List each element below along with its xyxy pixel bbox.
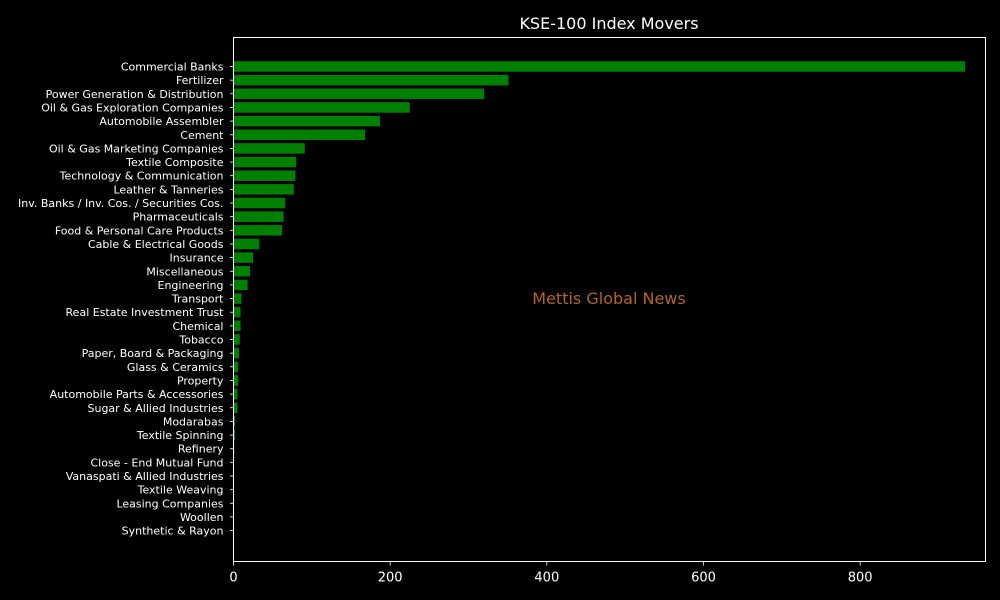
category-label: Miscellaneous	[146, 265, 223, 278]
bar	[233, 252, 254, 263]
category-label: Property	[177, 374, 224, 387]
category-label: Tobacco	[178, 334, 223, 347]
bar	[233, 129, 366, 140]
bar	[233, 361, 239, 373]
bar	[233, 293, 242, 304]
category-label: Synthetic & Rayon	[122, 525, 224, 538]
category-label: Sugar & Allied Industries	[87, 402, 223, 415]
bar	[233, 197, 286, 209]
category-label: Cable & Electrical Goods	[88, 238, 224, 251]
category-label: Fertilizer	[176, 74, 224, 87]
category-label: Textile Weaving	[137, 484, 224, 497]
category-label: Close - End Mutual Fund	[90, 456, 223, 469]
category-label: Real Estate Investment Trust	[66, 306, 225, 319]
category-label: Textile Composite	[125, 156, 224, 169]
category-label: Automobile Assembler	[99, 115, 224, 128]
bar	[233, 429, 236, 441]
bar	[233, 238, 260, 250]
bar	[233, 320, 241, 332]
x-tick-label: 0	[229, 571, 237, 586]
category-label: Glass & Ceramics	[127, 361, 224, 374]
bar	[233, 334, 240, 345]
x-tick-label: 400	[534, 571, 559, 586]
category-label: Oil & Gas Exploration Companies	[41, 101, 224, 114]
category-label: Textile Spinning	[136, 429, 224, 442]
bar	[233, 266, 250, 277]
category-label: Transport	[171, 293, 224, 306]
bar	[233, 88, 485, 100]
bar	[233, 115, 380, 127]
category-label: Food & Personal Care Products	[55, 224, 224, 237]
bar	[233, 279, 248, 291]
bar	[233, 184, 294, 195]
bar	[233, 375, 239, 386]
category-label: Power Generation & Distribution	[46, 88, 224, 101]
bar	[233, 74, 509, 86]
plot-frame	[233, 37, 986, 562]
category-label: Woollen	[180, 511, 224, 524]
category-label: Chemical	[172, 320, 223, 333]
x-tick-label: 600	[691, 571, 716, 586]
category-label: Leather & Tanneries	[113, 183, 223, 196]
category-label: Cement	[180, 129, 224, 142]
watermark-text: Mettis Global News	[532, 289, 685, 308]
bar	[233, 388, 238, 400]
chart-title: KSE-100 Index Movers	[519, 14, 698, 33]
bar	[233, 102, 410, 113]
category-label: Engineering	[158, 279, 224, 292]
category-label: Refinery	[178, 443, 224, 456]
category-label: Inv. Banks / Inv. Cos. / Securities Cos.	[18, 197, 223, 210]
category-label: Commercial Banks	[121, 61, 224, 74]
bars-group	[233, 61, 966, 454]
bar	[233, 61, 966, 72]
bar	[233, 156, 297, 168]
bar	[233, 170, 296, 181]
bar	[233, 143, 305, 154]
category-label: Paper, Board & Packaging	[82, 347, 224, 360]
bar	[233, 225, 283, 236]
category-label: Oil & Gas Marketing Companies	[49, 142, 224, 155]
x-tick-label: 800	[848, 571, 873, 586]
bar	[233, 402, 238, 413]
bar	[233, 211, 284, 222]
x-axis-ticks: 0 200 400 600 800	[229, 561, 873, 586]
bar	[233, 416, 236, 427]
category-label: Leasing Companies	[116, 497, 223, 510]
category-label: Technology & Communication	[59, 170, 224, 183]
category-label: Insurance	[170, 252, 224, 265]
category-label: Pharmaceuticals	[133, 211, 224, 224]
category-label: Vanaspati & Allied Industries	[66, 470, 224, 483]
category-label: Modarabas	[163, 415, 224, 428]
category-label: Automobile Parts & Accessories	[50, 388, 224, 401]
x-tick-label: 200	[378, 571, 403, 586]
bar	[233, 306, 241, 318]
bar	[233, 347, 239, 359]
